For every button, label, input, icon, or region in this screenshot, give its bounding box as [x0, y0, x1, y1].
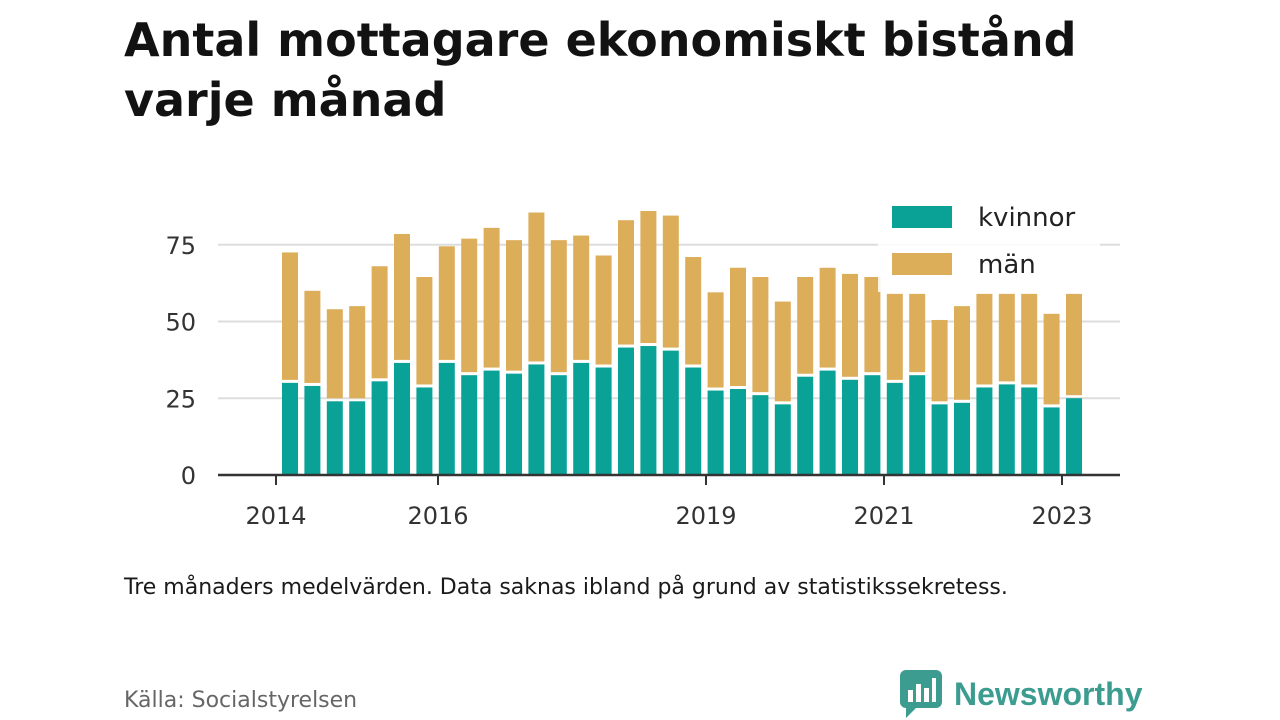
bar-kvinnor: [842, 379, 858, 475]
bar-man: [1043, 313, 1060, 405]
y-tick-label: 50: [165, 309, 196, 337]
bar-kvinnor: [685, 367, 702, 475]
bar-kvinnor: [1021, 387, 1038, 475]
bar-kvinnor: [752, 395, 769, 475]
newsworthy-logo-icon: [900, 670, 942, 718]
bar-man: [618, 220, 634, 345]
bar-man: [349, 306, 366, 399]
bar-man: [394, 234, 410, 360]
bar-kvinnor: [976, 387, 993, 475]
brand-name: Newsworthy: [954, 675, 1143, 712]
bar-kvinnor: [282, 382, 298, 475]
bar-kvinnor: [954, 402, 970, 475]
bar-kvinnor: [931, 404, 948, 475]
bar-kvinnor: [438, 362, 455, 475]
source-text: Källa: Socialstyrelsen: [124, 688, 358, 713]
x-tick-label: 2019: [675, 502, 736, 530]
bar-man: [774, 301, 791, 402]
bar-man: [819, 267, 836, 368]
legend-label: kvinnor: [978, 203, 1076, 233]
bar-kvinnor: [707, 390, 724, 475]
bar-man: [707, 292, 724, 388]
bar-man: [371, 266, 388, 379]
legend: kvinnor män: [878, 196, 1100, 292]
x-tick-label: 2021: [853, 502, 914, 530]
bar-kvinnor: [797, 376, 814, 475]
bar-man: [461, 238, 478, 373]
x-tick-label: 2023: [1031, 502, 1092, 530]
bar-man: [998, 293, 1015, 382]
bar-man: [282, 252, 298, 380]
bar-man: [326, 309, 343, 399]
legend-swatch: [892, 253, 952, 275]
bar-kvinnor: [998, 384, 1015, 475]
bar-kvinnor: [573, 362, 590, 475]
y-axis-labels: 0 25 50 75: [165, 232, 196, 490]
y-tick-label: 25: [165, 385, 196, 413]
bar-kvinnor: [618, 347, 634, 475]
bar-man: [842, 273, 858, 377]
bar-kvinnor: [909, 375, 926, 475]
bar-kvinnor: [864, 375, 881, 475]
bar-kvinnor: [304, 385, 321, 475]
bar-kvinnor: [662, 350, 679, 475]
bar-man: [864, 276, 881, 373]
bar-man: [662, 215, 679, 348]
bar-kvinnor: [483, 370, 500, 475]
bar-man: [1021, 293, 1038, 385]
bar-kvinnor: [819, 370, 836, 475]
bars: [282, 210, 1082, 475]
bar-kvinnor: [349, 401, 366, 475]
x-tick-label: 2016: [407, 502, 468, 530]
bar-man: [752, 276, 769, 393]
bar-man: [506, 240, 522, 371]
chart-title: Antal mottagare ekonomiskt bistånd varje…: [124, 13, 1077, 127]
bar-kvinnor: [394, 362, 410, 475]
bar-man: [931, 319, 948, 402]
bar-kvinnor: [730, 389, 746, 475]
bar-man: [909, 293, 926, 373]
bar-kvinnor: [774, 404, 791, 475]
bar-man: [797, 276, 814, 374]
bar-man: [954, 306, 970, 400]
bar-kvinnor: [640, 346, 657, 475]
bar-kvinnor: [461, 375, 478, 475]
bar-man: [483, 227, 500, 368]
x-tick-label: 2014: [245, 502, 306, 530]
legend-swatch: [892, 206, 952, 228]
bar-man: [685, 257, 702, 365]
bar-kvinnor: [416, 387, 433, 475]
bar-kvinnor: [326, 401, 343, 475]
bar-man: [573, 235, 590, 360]
legend-label: män: [978, 250, 1036, 280]
bar-man: [595, 255, 612, 365]
chart-note: Tre månaders medelvärden. Data saknas ib…: [124, 575, 1008, 600]
bar-kvinnor: [595, 367, 612, 475]
bar-kvinnor: [528, 364, 545, 475]
bar-man: [528, 212, 545, 362]
bar-kvinnor: [371, 381, 388, 475]
bar-man: [550, 240, 567, 373]
bar-man: [438, 246, 455, 360]
bar-man: [416, 276, 433, 385]
bar-man: [730, 267, 746, 387]
bar-kvinnor: [550, 375, 567, 475]
bar-kvinnor: [1043, 407, 1060, 475]
x-axis: 2014 2016 2019 2021 2023: [218, 473, 1120, 530]
bar-man: [976, 293, 993, 385]
brand-logo: Newsworthy: [900, 670, 1142, 718]
bar-man: [886, 293, 903, 380]
bar-man: [640, 210, 657, 344]
bar-kvinnor: [506, 373, 522, 475]
y-tick-label: 75: [165, 232, 196, 260]
bar-kvinnor: [1066, 398, 1082, 475]
bar-man: [304, 290, 321, 383]
bar-kvinnor: [886, 382, 903, 475]
bar-man: [1066, 293, 1082, 396]
y-tick-label: 0: [181, 462, 196, 490]
